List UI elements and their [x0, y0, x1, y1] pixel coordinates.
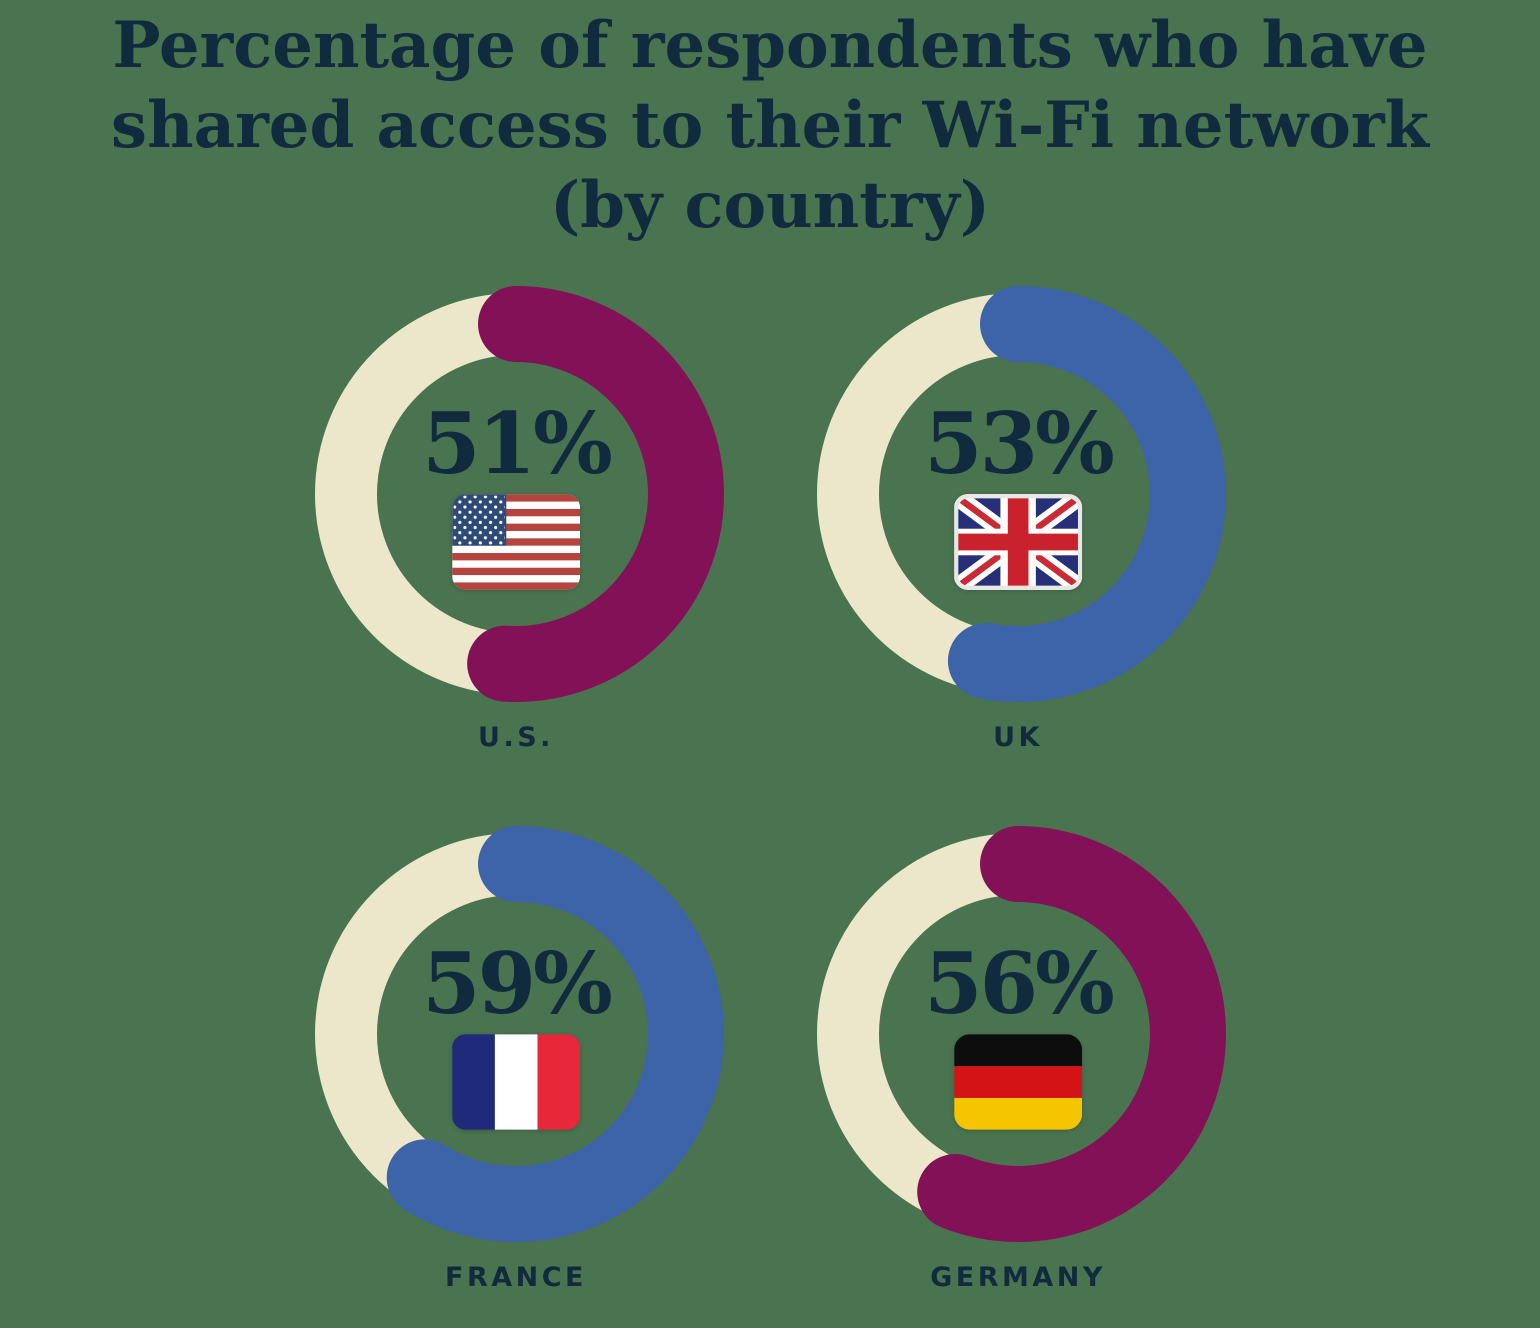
uk-flag-icon	[954, 494, 1082, 590]
donut-arc	[308, 826, 724, 1242]
donut-arc	[308, 286, 724, 702]
country-label-germany: GERMANY	[930, 1262, 1106, 1293]
donut-uk: 53% UK	[808, 284, 1228, 753]
percent-value: 59%	[422, 934, 613, 1033]
donut-france: 59% FRANCE	[306, 824, 726, 1293]
percent-value: 53%	[924, 394, 1115, 493]
germany-flag-icon	[954, 1034, 1082, 1130]
chart-title-line2: shared access to their Wi-Fi network	[111, 88, 1429, 163]
chart-title: Percentage of respondents who have share…	[0, 6, 1540, 246]
chart-title-line1: Percentage of respondents who have	[112, 8, 1428, 83]
us-flag-icon	[452, 494, 580, 590]
donut-uk-ring	[810, 286, 1226, 702]
country-label-france: FRANCE	[445, 1262, 587, 1293]
donut-france-center: 59%	[422, 934, 613, 1130]
country-label-us: U.S.	[478, 722, 554, 753]
donut-us: 51%	[306, 284, 726, 753]
country-label-uk: UK	[993, 722, 1043, 753]
donut-us-ring	[308, 286, 724, 702]
chart-title-line3: (by country)	[550, 168, 990, 243]
percent-value: 56%	[924, 934, 1115, 1033]
donut-germany-center: 56%	[924, 934, 1115, 1130]
donut-arc	[810, 826, 1226, 1242]
donut-uk-center: 53%	[924, 394, 1115, 590]
donut-us-center: 51%	[422, 394, 613, 590]
france-flag-icon	[452, 1034, 580, 1130]
donut-arc	[810, 286, 1226, 702]
percent-value: 51%	[422, 394, 613, 493]
donut-germany-ring	[810, 826, 1226, 1242]
donut-france-ring	[308, 826, 724, 1242]
donut-germany: 56% GERMANY	[808, 824, 1228, 1293]
